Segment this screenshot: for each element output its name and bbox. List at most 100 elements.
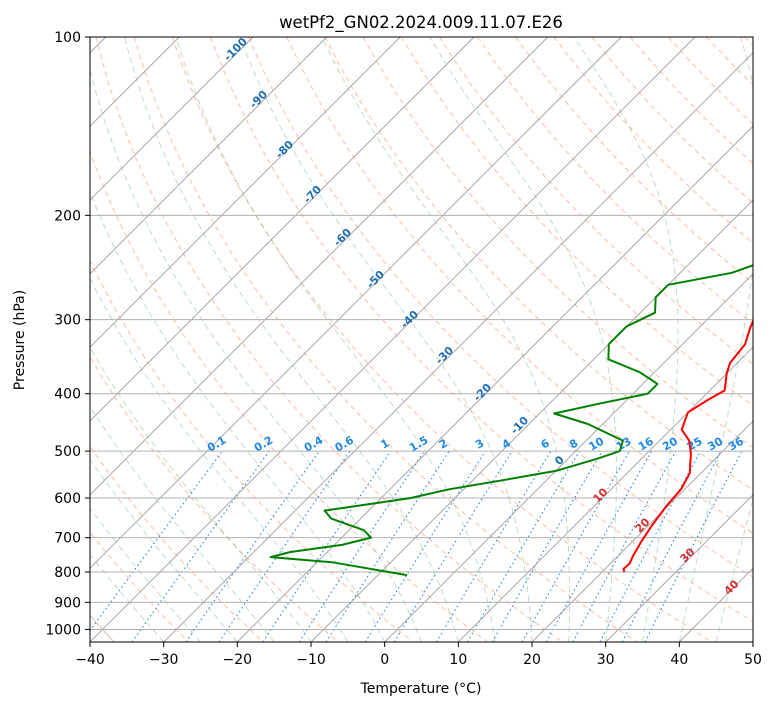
moist-adiabat-line [175, 37, 496, 642]
moist-adiabat-label: 30 [678, 545, 698, 565]
dry-adiabat-label: -70 [301, 183, 324, 206]
x-tick-label: −20 [223, 652, 253, 668]
x-tick-label: −30 [149, 652, 179, 668]
dry-adiabat-label: -100 [221, 35, 250, 64]
y-tick-label: 700 [54, 531, 81, 547]
isotherm-line [384, 273, 753, 642]
moist-adiabat-line [90, 67, 422, 642]
dry-adiabat-line [706, 37, 753, 86]
moist-adiabat-line [90, 190, 386, 642]
mixing-ratio-label: 8 [567, 437, 580, 452]
isotherm-line [90, 37, 622, 569]
mixing-ratio-line [435, 450, 552, 642]
mixing-ratio-line [218, 450, 351, 642]
moist-adiabat-line [90, 553, 165, 642]
mixing-ratio-label: 4 [500, 436, 513, 451]
mixing-ratio-line [572, 450, 677, 642]
y-tick-label: 600 [54, 491, 81, 507]
moist-adiabat-label: 40 [722, 577, 742, 597]
moist-adiabat-line [124, 37, 459, 642]
y-tick-label: 100 [54, 30, 81, 46]
x-tick-label: 0 [380, 652, 389, 668]
moist-adiabat-line [90, 458, 238, 642]
x-tick-label: 40 [670, 652, 688, 668]
dry-adiabat-label: -10 [508, 414, 531, 437]
temperature-line [622, 318, 753, 573]
isotherm-line [90, 37, 401, 348]
isotherm-line [90, 37, 254, 201]
y-tick-label: 400 [54, 387, 81, 403]
mixing-ratio-line [185, 450, 320, 642]
x-tick-label: 50 [744, 652, 762, 668]
mixing-ratio-line [262, 450, 392, 642]
isotherm-line [90, 37, 549, 496]
mixing-ratio-line [90, 450, 223, 632]
isotherm-line [163, 52, 753, 642]
dry-adiabat-label: -20 [471, 381, 494, 404]
x-axis-ticks: −40 −30 −20 −10 0 10 20 30 40 50 [75, 642, 762, 668]
moist-adiabat-line [90, 405, 275, 642]
y-axis-label: Pressure (hPa) [12, 290, 28, 390]
y-tick-label: 900 [54, 595, 81, 611]
dry-adiabat-line [90, 445, 264, 642]
isotherm-line [90, 37, 696, 642]
chart-title: wetPf2_GN02.2024.009.11.07.E26 [279, 13, 563, 33]
mixing-ratio-label: 3 [473, 437, 486, 452]
dry-adiabat-line [90, 356, 339, 642]
mixing-ratio-line [364, 450, 486, 642]
background-lines [90, 37, 753, 642]
isotherm-line [531, 420, 753, 642]
dry-adiabat-line [515, 37, 753, 284]
mixing-ratio-line [467, 450, 580, 642]
moist-adiabat-label: 20 [633, 515, 653, 535]
x-tick-label: 30 [597, 652, 615, 668]
dry-adiabat-line [248, 37, 753, 578]
dry-adiabat-line [553, 37, 753, 244]
sounding-series [269, 264, 753, 577]
dewpoint-line [269, 264, 753, 577]
dry-adiabat-line [90, 259, 414, 642]
dry-adiabat-label: -80 [273, 138, 296, 161]
dry-adiabat-line [90, 150, 488, 642]
mixing-ratio-line [393, 450, 513, 642]
dry-adiabat-label: -90 [247, 88, 270, 111]
mixing-ratio-label: 6 [539, 436, 552, 451]
moist-adiabat-line [678, 37, 753, 642]
mixing-ratio-line [131, 450, 270, 642]
moist-adiabat-line [239, 37, 533, 642]
dry-adiabat-line [438, 37, 753, 366]
moist-adiabat-line [90, 507, 201, 642]
dry-adiabat-label: -40 [398, 308, 421, 331]
dry-adiabat-label: -60 [331, 226, 354, 249]
dry-adiabat-line [362, 37, 753, 449]
y-tick-label: 1000 [45, 622, 81, 638]
mixing-ratio-line [325, 450, 450, 642]
dry-adiabat-label: -50 [364, 268, 387, 291]
moist-adiabat-line [715, 498, 753, 642]
moist-adiabat-line [573, 37, 679, 642]
dry-adiabat-line [95, 37, 563, 642]
x-tick-label: −10 [296, 652, 326, 668]
x-tick-label: −40 [75, 652, 105, 668]
dry-adiabat-line [324, 37, 753, 491]
dry-adiabat-line [400, 37, 753, 407]
x-axis-label: Temperature (°C) [360, 681, 482, 697]
isotherm-line [457, 346, 753, 642]
dry-adiabat-label: -30 [433, 344, 456, 367]
mixing-ratio-line [644, 450, 743, 642]
y-tick-label: 500 [54, 444, 81, 460]
isotherm-line [605, 494, 753, 642]
dry-adiabat-label: 0 [552, 453, 567, 468]
moist-adiabat-line [429, 37, 617, 642]
plot-frame [89, 36, 754, 643]
isotherm-line [752, 641, 753, 642]
moist-adiabat-line [90, 277, 349, 642]
y-tick-label: 200 [54, 208, 81, 224]
dry-adiabat-line [744, 37, 753, 47]
mixing-ratio-labels: 0.1 0.2 0.4 0.6 1 1.5 2 3 4 6 8 10 13 16 20 25 30 36 [205, 433, 746, 454]
y-tick-label: 300 [54, 313, 81, 329]
moist-adiabat-line [321, 37, 571, 642]
x-tick-label: 20 [523, 652, 541, 668]
dry-adiabat-line [210, 37, 753, 623]
